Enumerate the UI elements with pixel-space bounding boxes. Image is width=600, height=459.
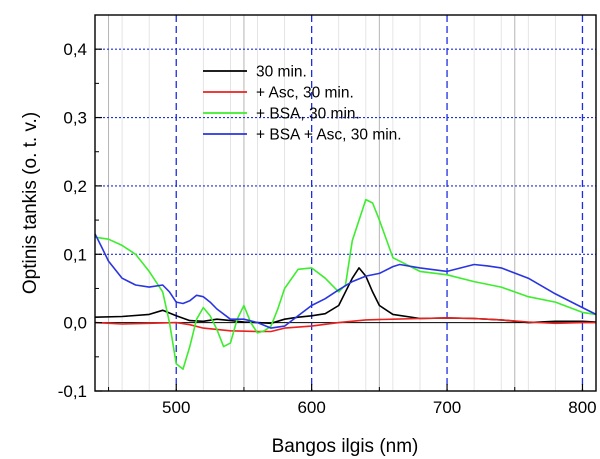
y-axis-title: Optinis tankis (o. t. v.) <box>20 112 41 294</box>
plot-background <box>95 15 596 391</box>
x-tick-label: 500 <box>162 398 190 417</box>
x-axis-title: Bangos ilgis (nm) <box>272 436 419 457</box>
legend-label-2: + Asc, 30 min. <box>256 85 354 102</box>
x-tick-label: 800 <box>568 398 596 417</box>
x-tick-label: 600 <box>297 398 325 417</box>
legend-label-1: 30 min. <box>256 64 307 81</box>
legend: 30 min. + Asc, 30 min. + BSA, 30 min. + BSA… <box>203 64 402 144</box>
series-group <box>94 198 597 370</box>
y-tick-labels: -0,1 0,0 0,1 0,2 0,3 0,4 <box>58 40 87 401</box>
series-line-2 <box>94 317 596 333</box>
series-line-4 <box>94 233 597 329</box>
y-tick-label: 0,1 <box>63 245 87 264</box>
y-tick-label: 0,2 <box>63 177 87 196</box>
grid-minor <box>108 15 556 391</box>
y-tick-label: -0,1 <box>58 382 87 401</box>
y-tick-label: 0,3 <box>63 109 87 128</box>
ticks <box>95 14 584 392</box>
x-tick-label: 700 <box>433 398 461 417</box>
x-tick-labels: 500 600 700 800 <box>162 398 597 417</box>
legend-label-3: + BSA, 30 min. <box>256 106 360 123</box>
y-tick-label: 0,0 <box>63 314 87 333</box>
series-line-3 <box>94 198 597 370</box>
y-tick-label: 0,4 <box>63 40 87 59</box>
legend-label-4: + BSA + Asc, 30 min. <box>256 127 402 144</box>
plot-frame <box>94 14 597 392</box>
